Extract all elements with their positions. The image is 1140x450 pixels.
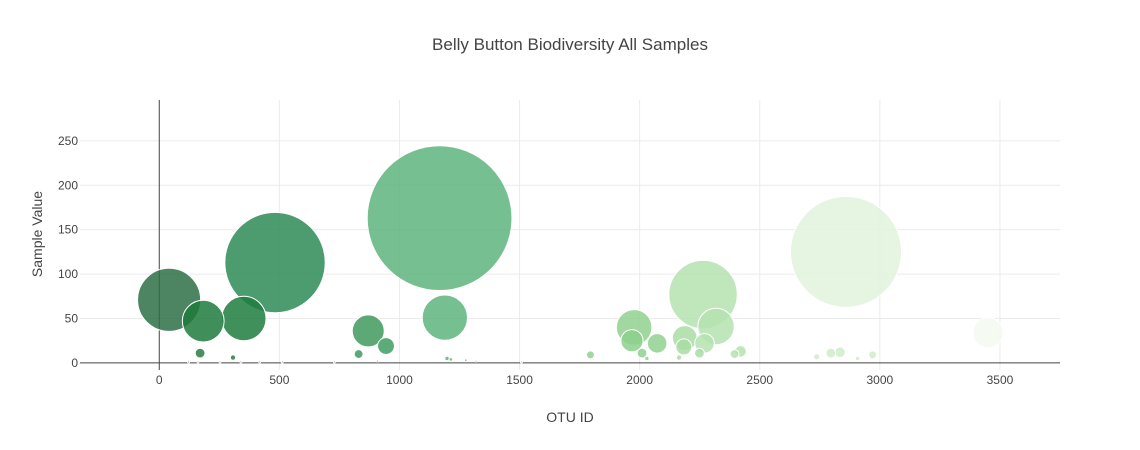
bubble-point[interactable]: [224, 211, 326, 314]
bubble-point[interactable]: [187, 360, 191, 364]
bubble-point[interactable]: [421, 294, 469, 341]
bubble-point[interactable]: [854, 355, 861, 362]
bubble-point[interactable]: [221, 295, 267, 342]
bubble-point[interactable]: [813, 353, 821, 361]
bubble-point[interactable]: [620, 329, 644, 353]
bubble-point[interactable]: [675, 338, 693, 356]
bubble-point[interactable]: [377, 337, 395, 355]
x-tick-label: 0: [156, 373, 163, 387]
y-tick-label: 100: [58, 267, 78, 281]
bubble-point[interactable]: [376, 359, 380, 363]
bubble-point[interactable]: [789, 195, 902, 308]
y-tick-label: 0: [71, 356, 78, 370]
bubble-point[interactable]: [353, 349, 364, 359]
bubble-point[interactable]: [181, 299, 225, 343]
bubble-point[interactable]: [196, 360, 200, 364]
x-tick-label: 2000: [626, 373, 653, 387]
bubble-point[interactable]: [474, 359, 478, 363]
bubble-point[interactable]: [675, 354, 683, 361]
bubble-point[interactable]: [351, 314, 385, 348]
bubble-point[interactable]: [229, 354, 237, 361]
bubble-point[interactable]: [280, 360, 284, 364]
y-tick-label: 250: [58, 134, 78, 148]
bubble-point[interactable]: [519, 360, 523, 364]
bubble-point[interactable]: [694, 347, 705, 359]
bubble-point[interactable]: [834, 346, 846, 359]
x-axis-title: OTU ID: [546, 409, 593, 425]
bubble-point[interactable]: [258, 360, 262, 364]
y-tick-label: 200: [58, 178, 78, 192]
bubble-point[interactable]: [825, 347, 837, 359]
y-axis-ticks: 0 50 100 150 200 250: [58, 134, 78, 370]
bubble-point[interactable]: [585, 350, 595, 360]
x-tick-label: 500: [269, 373, 289, 387]
bubble-point[interactable]: [646, 333, 668, 354]
x-tick-label: 2500: [746, 373, 773, 387]
bubble-point[interactable]: [194, 347, 206, 359]
bubble-point[interactable]: [332, 360, 336, 364]
bubble-point[interactable]: [729, 349, 740, 359]
x-tick-label: 3000: [867, 373, 894, 387]
bubble-point[interactable]: [444, 355, 450, 362]
y-axis-title: Sample Value: [29, 191, 45, 277]
bubble-point[interactable]: [868, 350, 878, 360]
bubble-point[interactable]: [644, 355, 650, 362]
x-tick-label: 1000: [386, 373, 413, 387]
bubble-point[interactable]: [366, 145, 513, 292]
bubble-point[interactable]: [448, 357, 454, 362]
bubble-point[interactable]: [636, 347, 648, 359]
x-axis-ticks: 0 500 1000 1500 2000 2500 3000 3500: [156, 373, 1014, 387]
bubble-point[interactable]: [218, 360, 222, 364]
x-tick-label: 1500: [506, 373, 533, 387]
y-tick-label: 150: [58, 223, 78, 237]
x-tick-label: 3500: [987, 373, 1014, 387]
bubble-layer[interactable]: [137, 145, 1004, 364]
bubble-point[interactable]: [239, 360, 243, 364]
bubble-point[interactable]: [972, 317, 1004, 349]
bubble-point[interactable]: [463, 358, 468, 363]
y-tick-label: 50: [65, 311, 79, 325]
chart-title: Belly Button Biodiversity All Samples: [432, 35, 708, 54]
